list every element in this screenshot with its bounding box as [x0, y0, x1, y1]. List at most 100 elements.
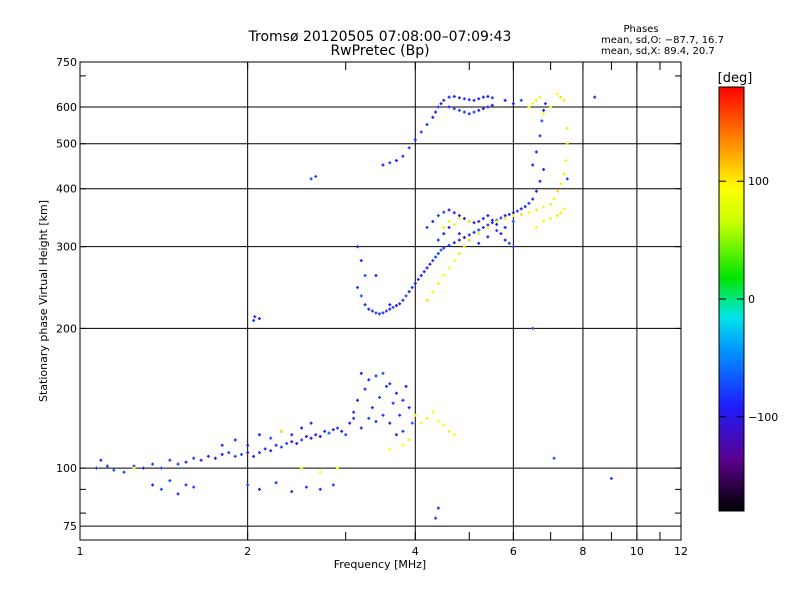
- o-mode-point: [327, 431, 331, 435]
- o-mode-point: [425, 266, 429, 270]
- grid-lines: [80, 62, 681, 540]
- y-tick-label: 400: [56, 183, 77, 196]
- o-mode-point: [274, 481, 278, 485]
- x-mode-point: [431, 410, 435, 414]
- phases-title: Phases: [623, 24, 658, 35]
- x-mode-point: [467, 238, 471, 242]
- o-mode-point: [462, 235, 466, 239]
- o-mode-point: [199, 458, 203, 462]
- x-mode-point: [318, 470, 322, 474]
- x-mode-point: [425, 416, 429, 420]
- o-mode-point: [431, 219, 435, 223]
- o-mode-point: [538, 179, 542, 183]
- o-mode-point: [503, 98, 507, 102]
- o-mode-point: [490, 218, 494, 222]
- o-mode-point: [391, 305, 395, 309]
- x-tick-label: 6: [510, 545, 517, 558]
- o-mode-point: [309, 421, 313, 425]
- o-mode-point: [356, 398, 360, 402]
- o-mode-point: [519, 207, 523, 211]
- x-mode-point: [555, 214, 559, 218]
- o-mode-point: [192, 485, 196, 489]
- x-mode-point: [542, 205, 546, 209]
- x-mode-point: [300, 466, 304, 470]
- x-mode-point: [562, 172, 566, 176]
- o-mode-point: [447, 208, 451, 212]
- x-mode-point: [452, 222, 456, 226]
- o-mode-point: [447, 105, 451, 109]
- o-mode-point: [336, 426, 340, 430]
- o-mode-point: [419, 130, 423, 134]
- o-mode-point: [507, 241, 511, 245]
- o-mode-point: [413, 281, 417, 285]
- x-mode-point: [388, 447, 392, 451]
- o-mode-point: [246, 483, 250, 487]
- o-mode-point: [416, 277, 420, 281]
- o-mode-point: [233, 454, 237, 458]
- o-mode-point: [442, 246, 446, 250]
- y-tick-label: 75: [63, 520, 77, 533]
- x-mode-point: [549, 202, 553, 206]
- o-mode-point: [300, 426, 304, 430]
- o-mode-point: [401, 298, 405, 302]
- o-mode-point: [359, 259, 363, 263]
- o-mode-point: [233, 438, 237, 442]
- o-mode-point: [151, 462, 155, 466]
- o-mode-point: [151, 483, 155, 487]
- o-mode-point: [391, 401, 395, 405]
- o-mode-point: [381, 371, 385, 375]
- o-mode-point: [384, 309, 388, 313]
- x-mode-point: [562, 207, 566, 211]
- x-mode-point: [511, 214, 515, 218]
- o-mode-point: [542, 108, 546, 112]
- o-mode-point: [486, 105, 490, 109]
- o-mode-point: [252, 454, 256, 458]
- o-mode-point: [436, 105, 440, 109]
- o-mode-point: [257, 433, 261, 437]
- o-mode-point: [507, 212, 511, 216]
- x-tick-label: 4: [412, 545, 419, 558]
- o-mode-point: [176, 462, 180, 466]
- o-mode-point: [176, 492, 180, 496]
- o-mode-point: [434, 255, 438, 259]
- o-mode-point: [472, 110, 476, 114]
- o-mode-point: [220, 452, 224, 456]
- x-mode-point: [527, 105, 531, 109]
- o-mode-point: [388, 421, 392, 425]
- o-mode-point: [398, 302, 402, 306]
- o-mode-point: [452, 211, 456, 215]
- o-mode-point: [105, 464, 109, 468]
- o-mode-point: [538, 134, 542, 138]
- o-mode-point: [394, 391, 398, 395]
- o-mode-point: [367, 416, 371, 420]
- x-mode-point: [564, 159, 568, 163]
- x-mode-point: [452, 259, 456, 263]
- o-mode-point: [407, 406, 411, 410]
- o-mode-point: [340, 429, 344, 433]
- o-mode-point: [477, 108, 481, 112]
- x-mode-point: [503, 217, 507, 221]
- o-mode-point: [348, 421, 352, 425]
- o-mode-point: [363, 387, 367, 391]
- o-mode-point: [363, 274, 367, 278]
- o-mode-point: [422, 270, 426, 274]
- o-mode-point: [367, 378, 371, 382]
- o-mode-point: [159, 487, 163, 491]
- o-mode-point: [314, 174, 318, 178]
- x-mode-point: [519, 212, 523, 216]
- o-mode-point: [511, 219, 515, 223]
- plot-area: [80, 62, 681, 540]
- o-mode-point: [381, 163, 385, 167]
- x-mode-point: [538, 95, 542, 99]
- o-mode-point: [370, 309, 374, 313]
- x-mode-point: [527, 211, 531, 215]
- x-mode-point: [419, 421, 423, 425]
- o-mode-point: [227, 451, 231, 455]
- o-mode-point: [363, 303, 367, 307]
- chart-title: Tromsø 20120505 07:08:00–07:09:43: [248, 29, 512, 45]
- o-mode-point: [490, 96, 494, 100]
- o-mode-point: [477, 219, 481, 223]
- o-mode-point: [447, 225, 451, 229]
- o-mode-point: [481, 107, 485, 111]
- o-mode-point: [436, 214, 440, 218]
